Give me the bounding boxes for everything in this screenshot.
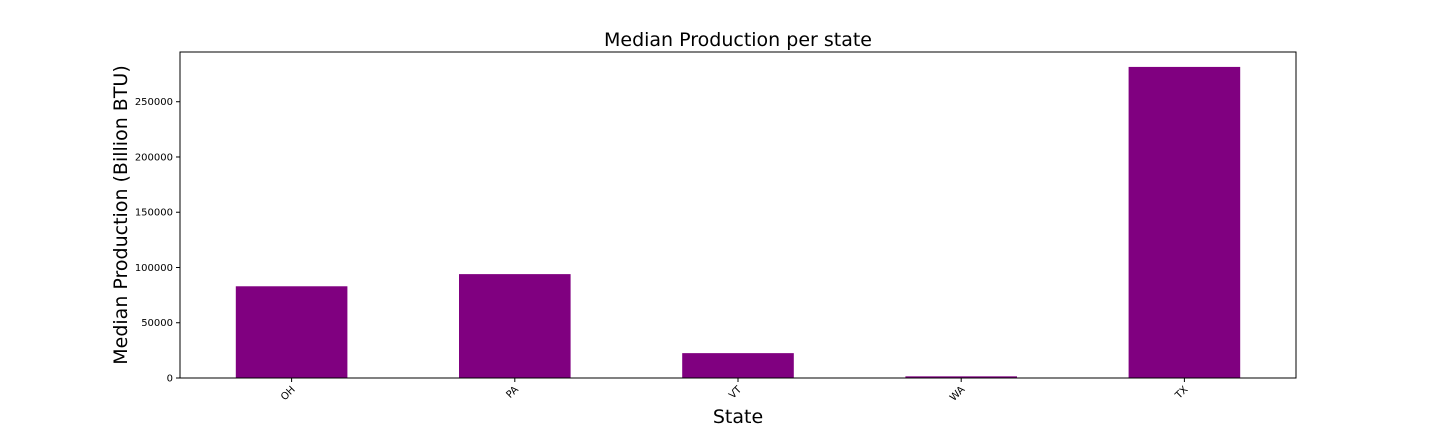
- plot-frame: [179, 51, 1297, 379]
- bars-layer: [235, 66, 1241, 379]
- y-tick-label: 50000: [141, 318, 173, 329]
- x-tick-label-vt: VT: [727, 384, 745, 402]
- y-axis-label: Median Production (Billion BTU): [110, 65, 132, 365]
- bar-oh: [235, 286, 348, 378]
- y-tick-label: 250000: [135, 97, 173, 108]
- bar-tx: [1128, 66, 1241, 379]
- bar-pa: [459, 274, 571, 378]
- y-tick-label: 100000: [135, 263, 173, 274]
- x-tick-label-pa: PA: [504, 384, 521, 401]
- y-tick-label: 150000: [135, 208, 173, 219]
- x-axis-label: State: [713, 406, 763, 428]
- bar-wa: [905, 376, 1017, 378]
- x-tick-label-tx: TX: [1173, 384, 1191, 402]
- x-axis: OH PA VT WA TX: [279, 378, 1191, 404]
- chart-title: Median Production per state: [604, 29, 872, 51]
- x-tick-label-oh: OH: [279, 384, 298, 403]
- y-tick-label: 0: [167, 374, 173, 385]
- bar-vt: [682, 353, 794, 378]
- x-tick-label-wa: WA: [948, 384, 967, 403]
- y-tick-label: 200000: [135, 152, 173, 163]
- y-axis: 0 50000 100000 150000 200000 250000: [135, 97, 180, 385]
